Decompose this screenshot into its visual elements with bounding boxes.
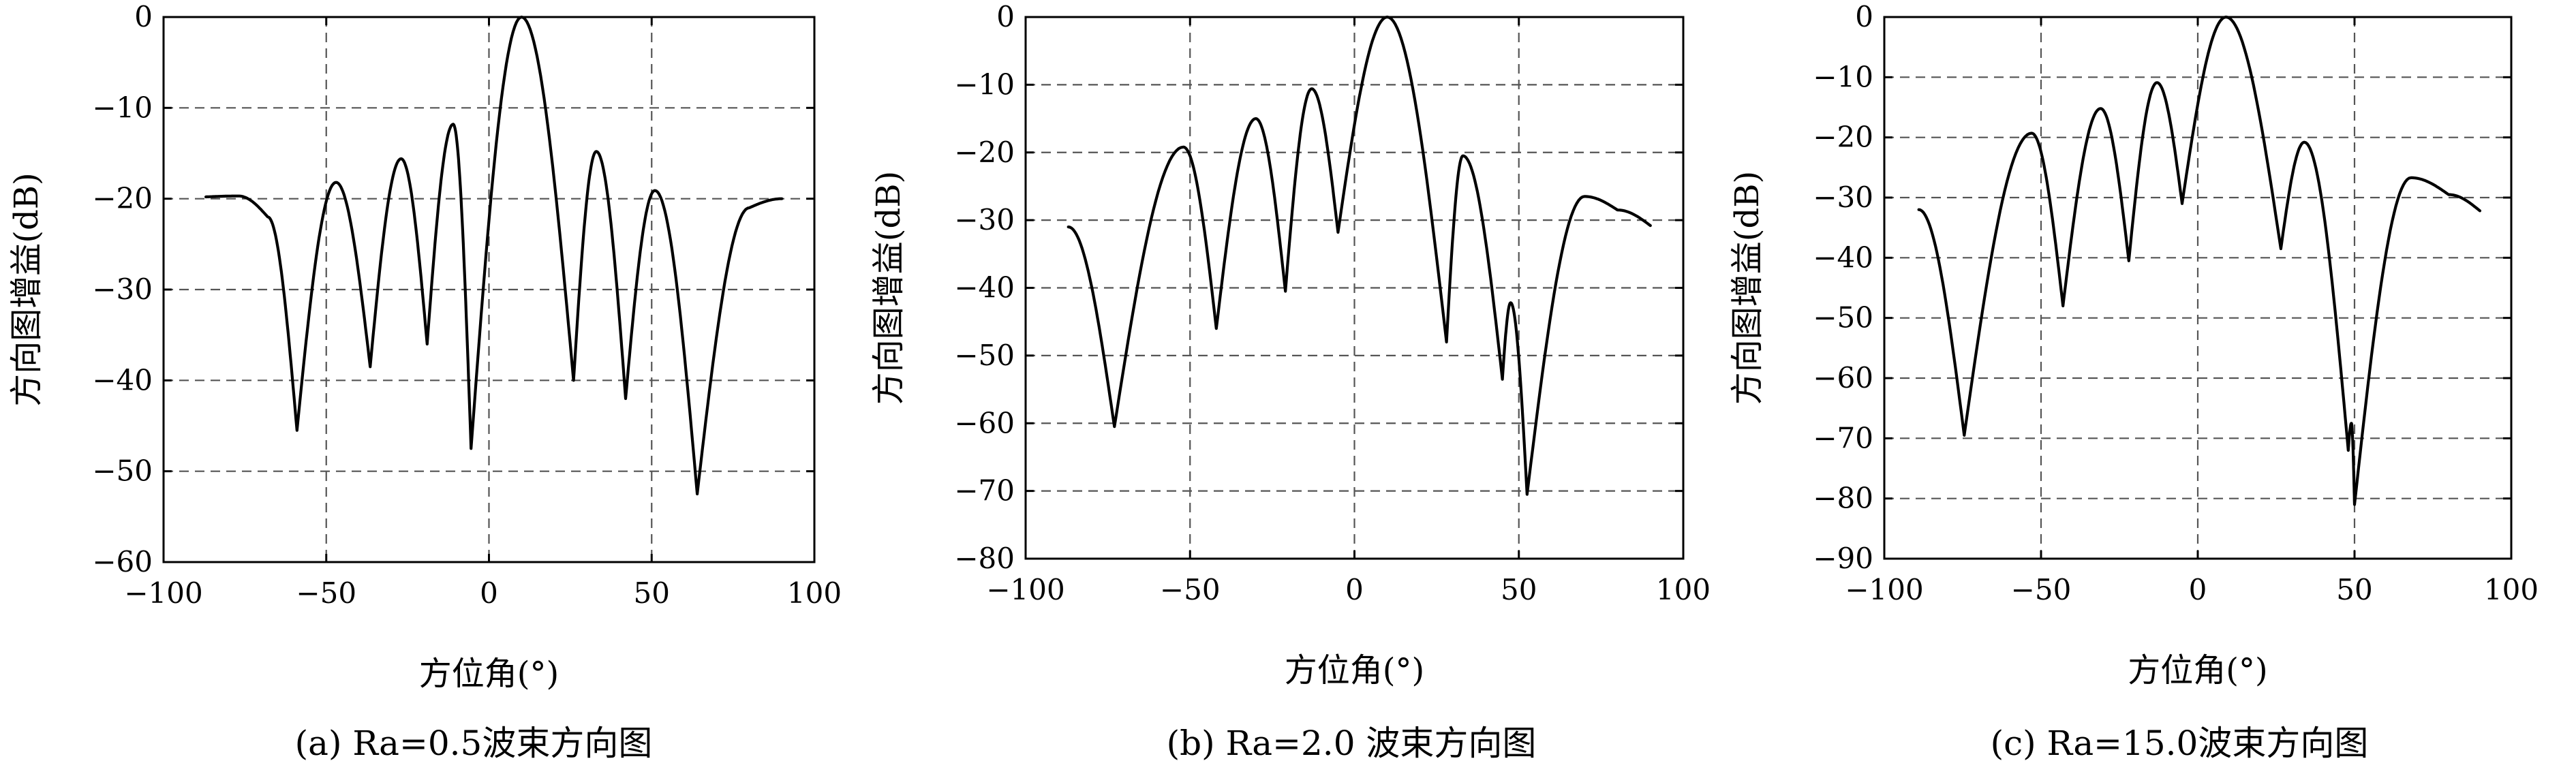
chart-3-x-tick-label: −50 (2011, 573, 2072, 606)
chart-1-y-tick-label: −50 (92, 454, 153, 488)
chart-1-y-axis-label: 方向图增益(dB) (7, 172, 46, 406)
chart-2-y-tick-label: −20 (954, 136, 1015, 169)
chart-3-y-tick-label: −10 (1813, 60, 1873, 93)
chart-2-plot-frame (1024, 16, 1685, 560)
chart-1-y-tick-label: −60 (92, 545, 153, 578)
chart-1-x-tick-label: 0 (480, 576, 498, 610)
chart-3-plot-frame (1883, 16, 2513, 560)
chart-1-gain-curve (204, 15, 784, 496)
chart-1-x-tick-label: 50 (634, 576, 670, 610)
chart-3-x-axis-label: 方位角(°) (2128, 651, 2267, 689)
chart-2-x-tick-label: −100 (986, 573, 1064, 606)
chart-2-y-tick-label: −40 (954, 271, 1015, 305)
chart-3-caption: (c) Ra=15.0波束方向图 (1991, 724, 2369, 763)
chart-3-gain-curve (1917, 15, 2482, 506)
chart-2-y-tick-label: 0 (996, 0, 1015, 33)
chart-2-y-tick-label: −80 (954, 542, 1015, 575)
chart-3-y-tick-label: −90 (1813, 542, 1873, 575)
chart-3-y-tick-label: −70 (1813, 421, 1873, 454)
chart-1-plot-frame (162, 16, 816, 563)
chart-2-x-tick-label: 100 (1656, 573, 1711, 606)
chart-2-caption: (b) Ra=2.0 波束方向图 (1167, 724, 1537, 763)
chart-1-y-tick-label: −30 (92, 273, 153, 306)
chart-3-y-tick-label: −30 (1813, 181, 1873, 214)
chart-1-y-tick-label: −10 (92, 91, 153, 124)
chart-2-y-tick-label: −50 (954, 339, 1015, 372)
chart-2-y-tick-label: −10 (954, 67, 1015, 101)
chart-3-y-axis-label: 方向图增益(dB) (1728, 171, 1766, 405)
chart-3-y-tick-label: −50 (1813, 301, 1873, 335)
chart-1-y-tick-label: 0 (134, 0, 153, 33)
chart-2-y-tick-label: −70 (954, 474, 1015, 508)
chart-1-x-axis-label: 方位角(°) (419, 655, 559, 693)
chart-1-x-tick-label: 100 (787, 576, 842, 610)
chart-3-y-tick-label: −60 (1813, 361, 1873, 394)
chart-2-gain-curve (1067, 15, 1652, 496)
chart-1-x-tick-label: −100 (124, 576, 202, 610)
chart-1-x-tick-label: −50 (296, 576, 356, 610)
chart-3-y-tick-label: 0 (1855, 0, 1873, 33)
chart-2-y-axis-label: 方向图增益(dB) (870, 171, 908, 405)
chart-2-x-tick-label: 50 (1501, 573, 1537, 606)
chart-3-x-tick-label: −100 (1845, 573, 1923, 606)
chart-2-x-axis-label: 方位角(°) (1285, 651, 1424, 689)
chart-1-y-tick-label: −20 (92, 182, 153, 215)
chart-1-caption: (a) Ra=0.5波束方向图 (295, 724, 653, 763)
chart-2-x-tick-label: 0 (1345, 573, 1364, 606)
chart-3-y-tick-label: −20 (1813, 121, 1873, 154)
chart-3-x-tick-label: 50 (2336, 573, 2372, 606)
chart-2-y-tick-label: −30 (954, 203, 1015, 236)
chart-2-x-tick-label: −50 (1160, 573, 1221, 606)
chart-3-x-tick-label: 100 (2484, 573, 2539, 606)
chart-2-y-tick-label: −60 (954, 406, 1015, 439)
chart-1-y-tick-label: −40 (92, 363, 153, 397)
chart-3-y-tick-label: −40 (1813, 240, 1873, 274)
chart-3-x-tick-label: 0 (2189, 573, 2207, 606)
chart-3-y-tick-label: −80 (1813, 482, 1873, 515)
